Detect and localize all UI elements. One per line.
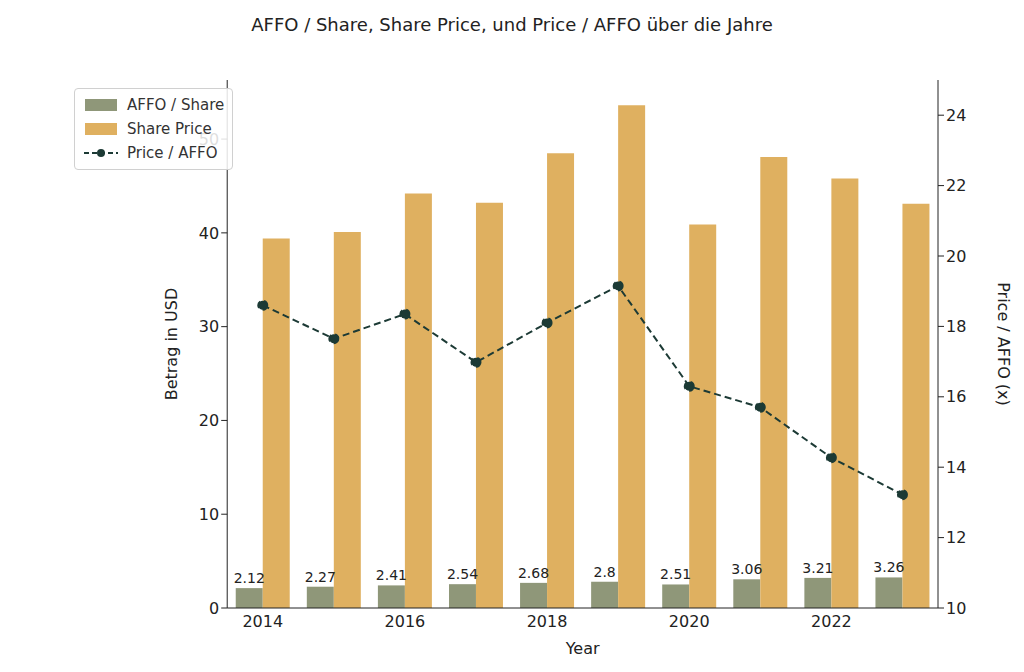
svg-text:10: 10 [199, 505, 219, 524]
svg-text:2.12: 2.12 [234, 570, 265, 586]
svg-text:0: 0 [209, 599, 219, 618]
svg-text:30: 30 [199, 317, 219, 336]
svg-text:2020: 2020 [669, 612, 710, 631]
svg-text:50: 50 [199, 130, 219, 149]
svg-text:10: 10 [946, 599, 966, 618]
svg-text:2016: 2016 [385, 612, 426, 631]
svg-text:20: 20 [946, 247, 966, 266]
svg-text:20: 20 [199, 411, 219, 430]
svg-text:Price / AFFO (x): Price / AFFO (x) [994, 282, 1013, 406]
html-text:AFFO / Share, Share Price, und: AFFO / Share, Share Price, und Price / A… [251, 14, 773, 35]
svg-text:2.68: 2.68 [518, 565, 549, 581]
svg-text:40: 40 [199, 224, 219, 243]
svg-text:2014: 2014 [242, 612, 283, 631]
html-text:AFFO / Share: AFFO / Share [127, 96, 225, 114]
svg-text:2.8: 2.8 [593, 564, 615, 580]
svg-text:2.54: 2.54 [447, 566, 478, 582]
svg-text:16: 16 [946, 387, 966, 406]
svg-text:2.51: 2.51 [660, 566, 691, 582]
svg-text:2022: 2022 [811, 612, 852, 631]
svg-text:2018: 2018 [527, 612, 568, 631]
svg-text:Year: Year [565, 639, 600, 658]
svg-text:2.41: 2.41 [376, 567, 407, 583]
html-text:Price / AFFO: Price / AFFO [127, 144, 218, 162]
svg-text:Betrag in USD: Betrag in USD [162, 288, 181, 401]
svg-text:3.06: 3.06 [731, 561, 762, 577]
html-text:Share Price: Share Price [127, 120, 212, 138]
svg-text:3.26: 3.26 [873, 559, 904, 575]
svg-text:18: 18 [946, 317, 966, 336]
svg-text:2.27: 2.27 [305, 569, 336, 585]
svg-text:14: 14 [946, 458, 966, 477]
svg-text:22: 22 [946, 176, 966, 195]
svg-text:3.21: 3.21 [802, 560, 833, 576]
svg-text:12: 12 [946, 528, 966, 547]
svg-text:24: 24 [946, 106, 966, 125]
